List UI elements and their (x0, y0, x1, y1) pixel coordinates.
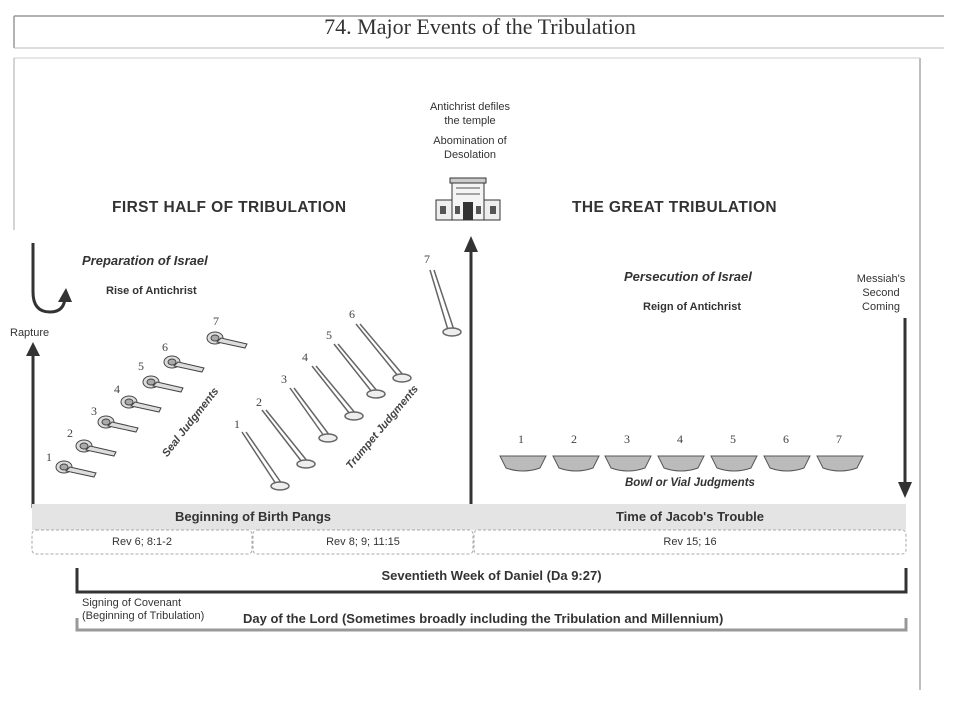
trumpet-number: 5 (326, 328, 332, 342)
bowl-number: 1 (518, 432, 524, 446)
ref-seals: Rev 6; 8:1-2 (112, 536, 172, 548)
preparation-of-israel: Preparation of Israel (82, 253, 208, 268)
seal-number: 2 (67, 426, 73, 440)
bowl-number: 7 (836, 432, 842, 446)
birth-pangs-label: Beginning of Birth Pangs (175, 509, 331, 524)
temple-caption-line3: Abomination of (433, 135, 507, 147)
rapture-arrows-icon (26, 243, 72, 508)
bowl-number: 4 (677, 432, 683, 446)
jacobs-trouble-label: Time of Jacob's Trouble (615, 509, 765, 524)
covenant-line2: (Beginning of Tribulation) (82, 610, 205, 622)
trumpet-number: 6 (349, 307, 355, 321)
ref-bowls: Rev 15; 16 (663, 536, 717, 548)
trumpet-number: 2 (256, 395, 262, 409)
seal-number: 6 (162, 340, 168, 354)
trumpet-number: 4 (302, 350, 308, 364)
covenant-line1: Signing of Covenant (82, 597, 182, 609)
bowl-number: 5 (730, 432, 736, 446)
trumpets (241, 269, 462, 491)
bowls (499, 455, 864, 472)
bowl-judgments-label: Bowl or Vial Judgments (625, 477, 755, 489)
bowl-number: 6 (783, 432, 789, 446)
ref-trumpets: Rev 8; 9; 11:15 (326, 536, 400, 548)
second-coming-arrow-icon (898, 318, 912, 498)
persecution-of-israel: Persecution of Israel (624, 269, 752, 284)
temple-caption-line4: Desolation (444, 149, 496, 161)
seventieth-week-bracket (75, 568, 908, 594)
rapture-label: Rapture (10, 327, 50, 339)
day-of-lord-bracket (75, 618, 908, 632)
band-birth-pangs (32, 504, 474, 530)
trumpet-number: 1 (234, 417, 240, 431)
trumpet-number: 7 (424, 252, 430, 266)
seal-number: 7 (213, 314, 219, 328)
reign-of-antichrist: Reign of Antichrist (643, 301, 741, 313)
temple-caption: Antichrist defiles the temple Abominatio… (408, 100, 532, 162)
temple-caption-line2: the temple (444, 115, 496, 127)
bowl-number: 3 (624, 432, 630, 446)
day-of-lord-label: Day of the Lord (Sometimes broadly inclu… (243, 611, 724, 626)
page-title: 74. Major Events of the Tribulation (324, 14, 636, 39)
messiah-line1: Messiah's (856, 273, 906, 285)
messiah-second-coming: Messiah's Second Coming (846, 272, 916, 314)
seal-number: 4 (114, 382, 120, 396)
bowl-number: 2 (571, 432, 577, 446)
band-jacobs-trouble (474, 504, 906, 530)
seal-scrolls (55, 331, 248, 478)
messiah-line3: Coming (862, 301, 900, 313)
seventieth-week-label: Seventieth Week of Daniel (Da 9:27) (381, 568, 602, 583)
seal-number: 1 (46, 450, 52, 464)
messiah-line2: Second (862, 287, 900, 299)
trumpet-number: 3 (281, 372, 287, 386)
seal-number: 5 (138, 359, 144, 373)
midpoint-arrow-icon (464, 236, 478, 508)
seal-number: 3 (91, 404, 97, 418)
rise-of-antichrist: Rise of Antichrist (106, 285, 197, 297)
temple-caption-line1: Antichrist defiles (429, 101, 511, 113)
first-half-heading: FIRST HALF OF TRIBULATION (112, 199, 347, 216)
covenant-label: Signing of Covenant (Beginning of Tribul… (82, 597, 204, 623)
great-tribulation-heading: THE GREAT TRIBULATION (572, 199, 778, 216)
temple-icon (435, 177, 501, 221)
